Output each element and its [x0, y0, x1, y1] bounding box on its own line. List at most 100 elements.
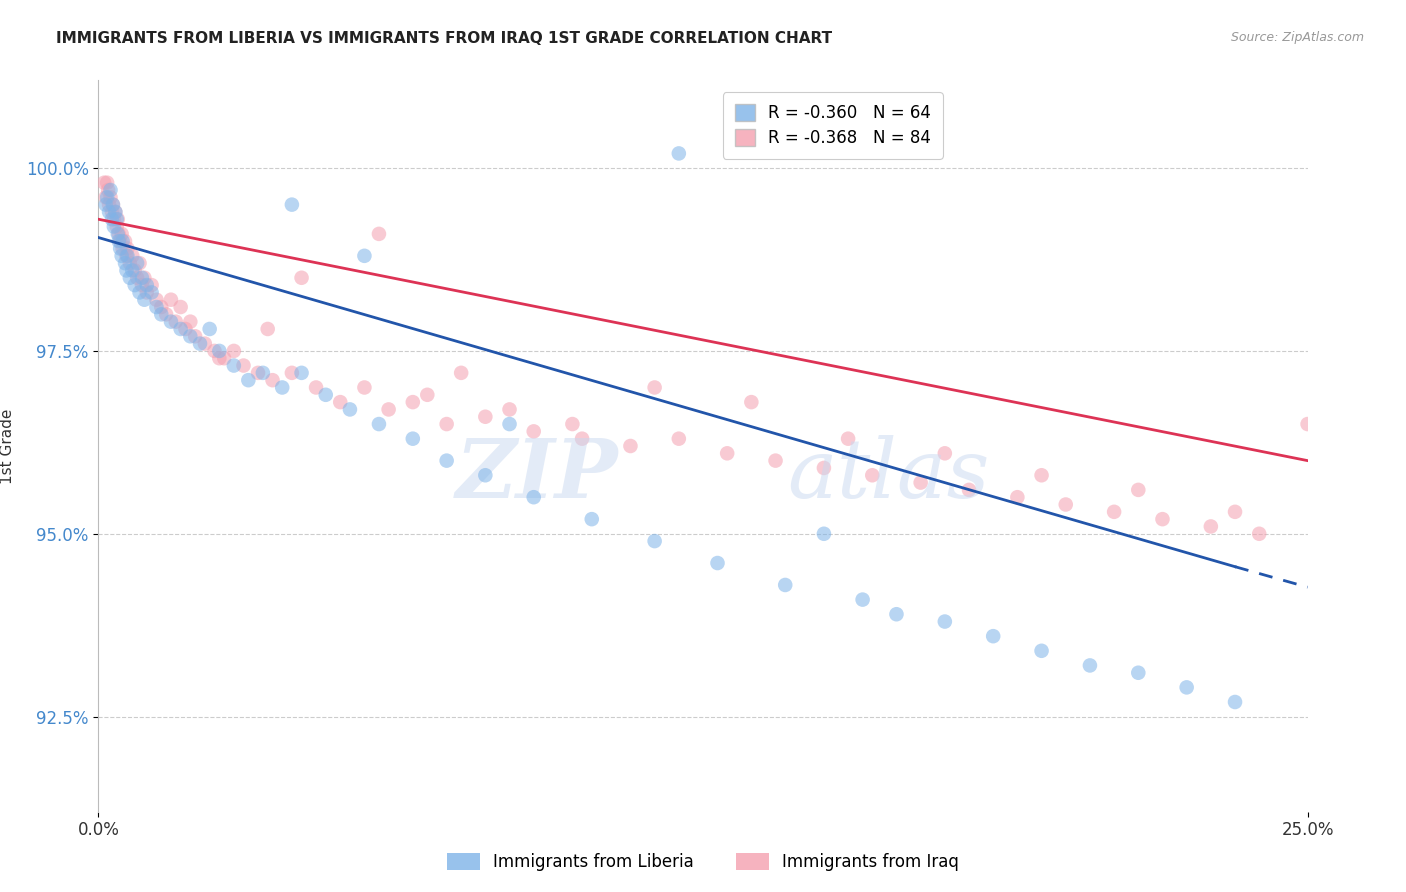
Point: [281, 366, 304, 380]
Point: [1078, 658, 1101, 673]
Point: [765, 453, 787, 467]
Point: [619, 439, 641, 453]
Point: [127, 270, 149, 285]
Point: [523, 425, 546, 439]
Point: [498, 402, 520, 417]
Point: [1102, 505, 1125, 519]
Point: [134, 293, 156, 307]
Legend: Immigrants from Liberia, Immigrants from Iraq: Immigrants from Liberia, Immigrants from…: [439, 845, 967, 880]
Point: [108, 234, 131, 248]
Point: [1007, 490, 1029, 504]
Point: [204, 343, 226, 358]
Point: [773, 578, 796, 592]
Point: [222, 343, 245, 358]
Point: [498, 417, 520, 431]
Point: [368, 417, 391, 431]
Point: [198, 322, 221, 336]
Point: [98, 205, 121, 219]
Point: [208, 343, 231, 358]
Point: [281, 197, 304, 211]
Point: [837, 432, 859, 446]
Point: [93, 176, 115, 190]
Point: [523, 490, 546, 504]
Text: atlas: atlas: [787, 435, 990, 516]
Point: [179, 315, 201, 329]
Point: [101, 197, 124, 211]
Point: [247, 366, 270, 380]
Point: [105, 219, 128, 234]
Point: [114, 256, 136, 270]
Y-axis label: 1st Grade: 1st Grade: [0, 409, 14, 483]
Point: [1199, 519, 1222, 533]
Point: [115, 249, 138, 263]
Point: [107, 234, 129, 248]
Point: [118, 270, 141, 285]
Point: [290, 270, 312, 285]
Point: [145, 293, 167, 307]
Point: [118, 256, 141, 270]
Point: [107, 227, 129, 241]
Point: [115, 263, 138, 277]
Point: [934, 446, 956, 460]
Point: [852, 592, 875, 607]
Point: [668, 146, 690, 161]
Point: [179, 329, 201, 343]
Point: [141, 278, 163, 293]
Point: [305, 380, 328, 394]
Point: [100, 183, 122, 197]
Point: [644, 380, 666, 394]
Point: [886, 607, 908, 622]
Point: [108, 242, 131, 256]
Text: ZIP: ZIP: [456, 435, 619, 516]
Text: IMMIGRANTS FROM LIBERIA VS IMMIGRANTS FROM IRAQ 1ST GRADE CORRELATION CHART: IMMIGRANTS FROM LIBERIA VS IMMIGRANTS FR…: [56, 31, 832, 46]
Point: [100, 190, 122, 204]
Point: [117, 249, 139, 263]
Point: [134, 270, 156, 285]
Point: [131, 270, 153, 285]
Point: [232, 359, 254, 373]
Legend: R = -0.360   N = 64, R = -0.368   N = 84: R = -0.360 N = 64, R = -0.368 N = 84: [723, 92, 942, 159]
Point: [117, 242, 139, 256]
Point: [114, 234, 136, 248]
Point: [174, 322, 197, 336]
Point: [1031, 644, 1053, 658]
Point: [474, 409, 496, 424]
Point: [813, 461, 835, 475]
Point: [706, 556, 728, 570]
Point: [169, 300, 191, 314]
Point: [1249, 526, 1271, 541]
Point: [94, 190, 117, 204]
Point: [290, 366, 312, 380]
Point: [668, 432, 690, 446]
Point: [860, 468, 883, 483]
Point: [1223, 695, 1246, 709]
Point: [402, 395, 425, 409]
Point: [96, 190, 118, 204]
Point: [1054, 498, 1077, 512]
Point: [1128, 665, 1150, 680]
Point: [97, 183, 120, 197]
Point: [238, 373, 260, 387]
Point: [402, 432, 425, 446]
Point: [155, 307, 177, 321]
Point: [94, 197, 117, 211]
Point: [169, 322, 191, 336]
Point: [101, 205, 124, 219]
Point: [644, 534, 666, 549]
Point: [111, 234, 134, 248]
Point: [1296, 417, 1319, 431]
Point: [111, 242, 134, 256]
Point: [1175, 681, 1198, 695]
Point: [353, 249, 375, 263]
Point: [111, 227, 134, 241]
Point: [107, 212, 129, 227]
Point: [1152, 512, 1174, 526]
Point: [128, 256, 150, 270]
Point: [571, 432, 593, 446]
Point: [141, 285, 163, 300]
Point: [957, 483, 980, 497]
Point: [716, 446, 738, 460]
Point: [934, 615, 956, 629]
Point: [329, 395, 352, 409]
Point: [416, 388, 439, 402]
